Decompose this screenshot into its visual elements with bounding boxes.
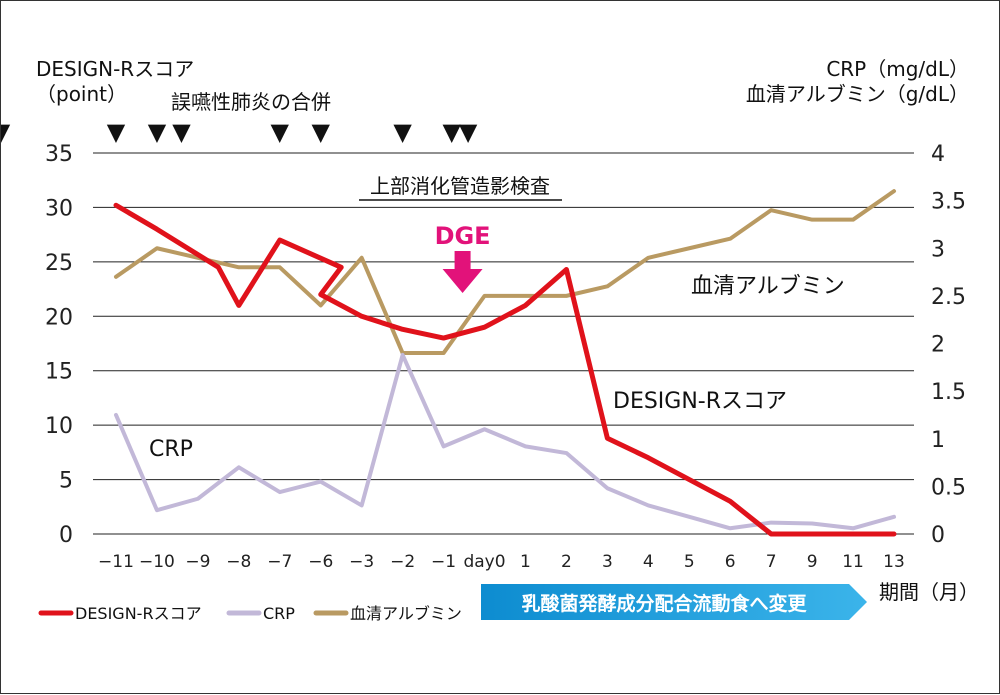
x-tick-label: day0 [463,552,505,572]
x-tick-label: 4 [643,552,654,572]
albumin-label: 血清アルブミン [691,274,845,299]
x-tick-label: −7 [267,552,292,572]
diet-change-label: 乳酸菌発酵成分配合流動食へ変更 [521,592,807,615]
y-left-tick-label: 5 [59,469,73,494]
x-tick-label: 9 [807,552,818,572]
x-tick-label: 7 [766,552,777,572]
legend-entry: CRP [263,604,295,623]
x-tick-label: −9 [185,552,210,572]
x-tick-label: −1 [431,552,456,572]
event-label: 誤嚥性肺炎の合併 [171,90,331,114]
legend-entry: 血清アルブミン [350,604,462,623]
event-marker-icon: ▼ [172,118,191,146]
y-right-tick-label: 4 [931,142,945,167]
crp-label: CRP [149,437,193,462]
y-right-axis-title: CRP（mg/dL） [826,57,969,81]
event-marker-icon: ▼ [107,118,126,146]
legend-entry: DESIGN-Rスコア [75,604,202,623]
y-right-tick-label: 0.5 [931,475,966,500]
y-left-tick-label: 25 [45,251,73,276]
event-marker-icon: ▼ [1,118,11,146]
y-right-tick-label: 1.5 [931,380,966,405]
x-tick-label: −11 [98,552,134,572]
y-left-tick-label: 35 [45,142,73,167]
event-marker-icon: ▼ [271,118,290,146]
dge-arrow-icon [442,251,483,293]
series-line-crp [114,352,896,531]
event-marker-icon: ▼ [393,118,412,146]
y-right-tick-label: 1 [931,428,945,453]
x-tick-label: 5 [684,552,695,572]
event-marker-icon: ▼ [443,118,462,146]
y-right-tick-label: 2.5 [931,285,966,310]
diet-change-arrow [481,584,867,620]
x-tick-label: 1 [520,552,531,572]
y-left-tick-label: 0 [59,523,73,548]
y-left-tick-label: 10 [45,414,73,439]
y-right-axis-title-2: 血清アルブミン（g/dL） [746,82,969,106]
x-tick-label: −10 [139,552,175,572]
x-axis-title: 期間（月） [879,580,979,604]
series-line-design-r [113,202,897,537]
x-tick-label: 13 [883,552,905,572]
y-left-axis-title: DESIGN-Rスコア [36,57,194,81]
y-right-tick-label: 3.5 [931,190,966,215]
y-left-axis-unit: （point） [36,82,127,106]
x-tick-label: 6 [725,552,736,572]
series-line-albumin [114,189,896,356]
y-left-tick-label: 15 [45,360,73,385]
event-marker-icon: ▼ [459,118,478,146]
y-right-tick-label: 2 [931,333,945,358]
exam-label: 上部消化管造影検査 [370,174,550,198]
x-tick-label: −3 [349,552,374,572]
design-r-label: DESIGN-Rスコア [613,389,787,414]
y-left-tick-label: 20 [45,305,73,330]
x-tick-label: −6 [308,552,333,572]
x-tick-label: −8 [226,552,251,572]
dge-label: DGE [435,222,491,250]
x-tick-label: 11 [842,552,864,572]
x-tick-label: −2 [390,552,415,572]
y-right-tick-label: 0 [931,523,945,548]
event-marker-icon: ▼ [312,118,331,146]
y-right-tick-label: 3 [931,237,945,262]
y-left-tick-label: 30 [45,196,73,221]
event-marker-icon: ▼ [148,118,167,146]
x-tick-label: 2 [561,552,572,572]
x-tick-label: 3 [602,552,613,572]
